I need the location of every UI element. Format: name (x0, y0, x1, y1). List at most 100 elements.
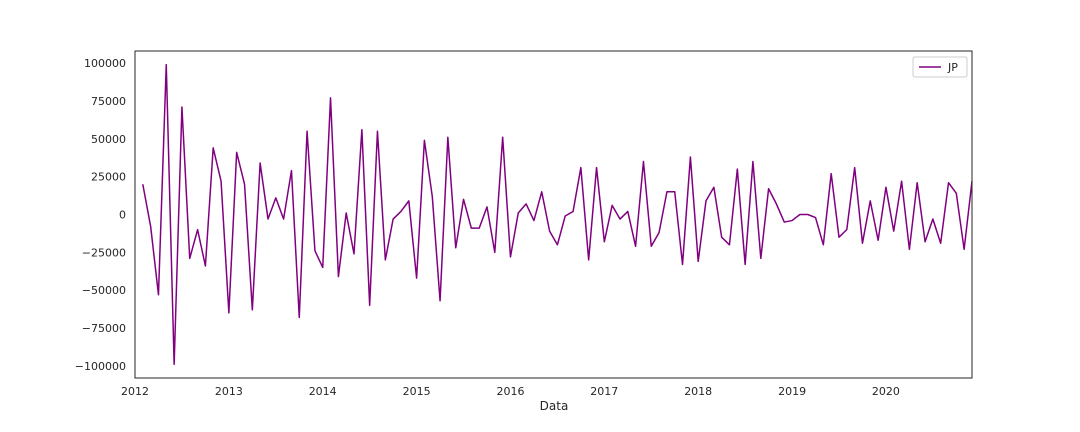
data-point (541, 191, 543, 193)
data-point (556, 244, 558, 246)
data-point (752, 160, 754, 162)
data-point (142, 183, 144, 185)
x-tick-label: 2020 (872, 385, 900, 398)
data-point (486, 206, 488, 208)
data-point (775, 203, 777, 205)
data-point (392, 218, 394, 220)
x-tick-label: 2016 (497, 385, 525, 398)
data-point (689, 156, 691, 158)
data-point (908, 248, 910, 250)
y-tick-label: 0 (119, 209, 126, 222)
data-point (447, 136, 449, 138)
data-point (189, 257, 191, 259)
data-point (814, 216, 816, 218)
data-point (314, 250, 316, 252)
data-point (251, 309, 253, 311)
x-axis-label: Data (540, 399, 569, 413)
data-point (893, 230, 895, 232)
data-point (791, 219, 793, 221)
data-point (345, 212, 347, 214)
y-tick-label: 100000 (84, 57, 126, 70)
data-point (298, 316, 300, 318)
data-point (220, 180, 222, 182)
data-point (642, 160, 644, 162)
data-point (423, 139, 425, 141)
legend[interactable]: JP (912, 56, 968, 78)
data-point (861, 242, 863, 244)
data-point (149, 225, 151, 227)
data-point (329, 97, 331, 99)
data-point (666, 191, 668, 193)
data-point (744, 263, 746, 265)
data-point (525, 203, 527, 205)
data-point (478, 227, 480, 229)
y-tick-label: 75000 (91, 95, 126, 108)
data-point (963, 248, 965, 250)
data-point (439, 300, 441, 302)
data-point (361, 129, 363, 131)
data-point (564, 215, 566, 217)
x-tick-label: 2015 (403, 385, 431, 398)
data-point (322, 266, 324, 268)
data-point (932, 218, 934, 220)
data-point (228, 312, 230, 314)
data-point (470, 227, 472, 229)
data-point (885, 186, 887, 188)
data-point (760, 257, 762, 259)
data-point (384, 259, 386, 261)
data-point (235, 151, 237, 153)
data-point (619, 218, 621, 220)
data-point (877, 239, 879, 241)
data-point (259, 162, 261, 164)
data-point (275, 197, 277, 199)
data-point (713, 186, 715, 188)
data-point (900, 180, 902, 182)
data-point (783, 221, 785, 223)
plot-area (134, 50, 973, 379)
legend-label-jp: JP (947, 61, 958, 74)
data-point (767, 188, 769, 190)
data-point (830, 172, 832, 174)
data-point (462, 198, 464, 200)
data-point (924, 241, 926, 243)
data-point (548, 230, 550, 232)
data-point (658, 231, 660, 233)
data-point (736, 168, 738, 170)
data-point (408, 200, 410, 202)
data-point (572, 210, 574, 212)
y-tick-label: −75000 (82, 322, 126, 335)
data-point (955, 192, 957, 194)
x-tick-label: 2013 (215, 385, 243, 398)
y-tick-label: −100000 (75, 360, 126, 373)
data-point (697, 260, 699, 262)
y-tick-label: 25000 (91, 171, 126, 184)
y-axis-ticks: −100000 −75000 −50000 −25000 0 25000 50000 7500… (75, 57, 126, 373)
data-point (807, 213, 809, 215)
data-point (494, 251, 496, 253)
data-point (634, 245, 636, 247)
data-point (455, 247, 457, 249)
data-point (501, 136, 503, 138)
data-point (509, 256, 511, 258)
data-point (650, 245, 652, 247)
data-point (282, 218, 284, 220)
data-point (165, 63, 167, 65)
data-point (196, 228, 198, 230)
data-point (939, 242, 941, 244)
data-point (822, 244, 824, 246)
x-tick-label: 2014 (309, 385, 337, 398)
data-point (947, 182, 949, 184)
data-point (173, 363, 175, 365)
data-point (728, 244, 730, 246)
data-point (580, 166, 582, 168)
y-tick-label: 50000 (91, 133, 126, 146)
data-point (705, 200, 707, 202)
x-axis-ticks: 2012 2013 2014 2015 2016 2017 2018 2019 2020 (121, 385, 900, 398)
data-point (290, 169, 292, 171)
data-point (400, 210, 402, 212)
data-point (627, 210, 629, 212)
data-point (337, 275, 339, 277)
data-point (603, 241, 605, 243)
data-point (611, 204, 613, 206)
